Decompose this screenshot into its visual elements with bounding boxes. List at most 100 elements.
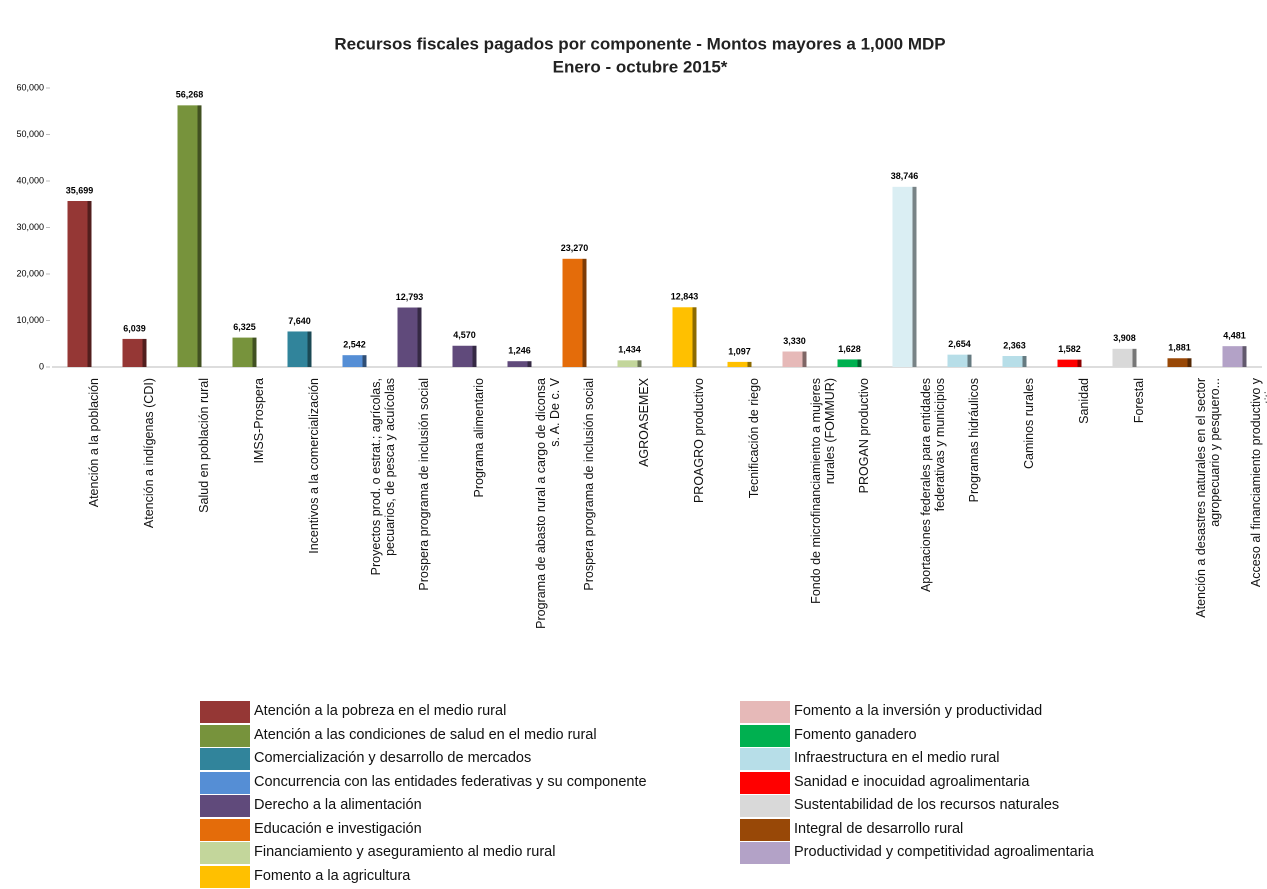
x-tick-label: Atención a desastres naturales en el sec… [1193,378,1222,618]
legend-swatch [740,795,790,817]
legend-label: Productividad y competitividad agroalime… [794,844,1094,860]
bar-side [802,351,807,367]
y-tick-label: 0 [39,361,44,371]
value-label: 3,908 [1113,333,1136,343]
bar-side [637,360,642,367]
legend-swatch [200,771,250,794]
value-label: 6,325 [233,322,256,332]
value-label: 2,654 [948,339,971,349]
bar-side [362,355,367,367]
x-tick-label: Salud en población rural [196,378,211,513]
x-tick-label: Programas hidráulicos [966,378,981,503]
legend-label: Sanidad e inocuidad agroalimentaria [794,773,1030,790]
bar-side [307,331,312,367]
legend-label: Fomento a la agricultura [254,867,411,884]
legend-label: Derecho a la alimentación [254,797,422,813]
bar [67,200,88,367]
value-label: 12,843 [671,292,699,302]
x-tick-label: Tecnificación de riego [746,378,761,499]
bar-side [527,361,532,367]
legend-label: Infraestructura en el medio rural [794,750,1000,766]
bar-side [967,354,972,367]
bar [287,331,308,367]
legend-swatch [740,818,790,841]
bar-side [472,345,477,367]
legend-swatch [200,724,250,747]
x-tick-label: Prospera programa de inclusión social [581,378,596,591]
bar [1167,358,1188,367]
legend-swatch [200,842,250,864]
y-tick-label: 10,000 [16,315,44,325]
value-label: 1,434 [618,345,641,355]
bar-side [912,186,917,367]
bar-side [142,338,147,367]
legend-label: Comercialización y desarrollo de mercado… [254,750,532,766]
bar-side [1132,348,1137,367]
legend-label: Financiamiento y aseguramiento al medio … [254,844,556,860]
value-label: 2,542 [343,340,366,350]
legend-label: Atención a la pobreza en el medio rural [254,703,507,719]
y-tick-label: 50,000 [16,129,44,139]
x-tick-label: PROAGRO productivo [691,378,706,504]
bar [617,360,638,367]
bar [122,338,143,367]
value-label: 7,640 [288,316,311,326]
chart-title: Recursos fiscales pagados por componente… [334,34,945,53]
legend-swatch [200,795,250,817]
x-tick-label: Forestal [1131,378,1146,424]
x-tick-label: Caminos rurales [1021,378,1036,470]
x-tick-label: Atención a indígenas (CDI) [141,378,156,529]
bar-side [1187,358,1192,367]
bar [727,361,748,367]
x-tick-label: PROGAN productivo [856,378,871,494]
bar [232,337,253,367]
chart-subtitle: Enero - octubre 2015* [553,57,728,76]
bar [452,345,473,367]
bar [672,307,693,367]
value-label: 56,268 [176,90,204,100]
x-tick-label: Proyectos prod. o estrat.; agrícolas, pe… [368,378,397,576]
value-label: 1,582 [1058,344,1081,354]
legend-label: Fomento a la inversión y productividad [794,703,1043,719]
bar [397,307,418,367]
bar-side [692,307,697,367]
value-label: 12,793 [396,292,424,302]
bar-side [197,105,202,368]
legend-swatch [740,724,790,747]
value-label: 1,881 [1168,343,1191,353]
legend-label: Fomento ganadero [794,726,917,743]
legend-swatch [740,771,790,794]
legend-swatch [200,865,250,888]
legend-label: Concurrencia con las entidades federativ… [254,773,647,790]
bar-side [87,200,92,367]
bar-side [1022,356,1027,367]
value-label: 1,246 [508,346,531,356]
value-label: 35,699 [66,185,94,195]
bar-side [582,258,587,367]
legend-label: Educación e investigación [254,820,422,837]
x-tick-label: Sanidad [1076,378,1091,424]
bar-side [1077,359,1082,367]
y-tick-label: 60,000 [16,82,44,92]
bar [837,359,858,367]
x-tick-label: Programa de abasto rural a cargo de dico… [533,378,562,629]
y-tick-label: 20,000 [16,268,44,278]
value-label: 6,039 [123,323,146,333]
x-tick-label: AGROASEMEX [636,378,651,467]
x-tick-label: Acceso al financiamiento productivo y co… [1248,378,1267,588]
x-tick-label: Atención a la población [86,378,101,508]
legend-swatch [740,701,790,723]
value-label: 23,270 [561,243,589,253]
x-tick-label: Fondo de microfinanciamiento a mujeres r… [808,378,837,604]
bar-side [857,359,862,367]
bar-side [747,361,752,367]
legend-label: Atención a las condiciones de salud en e… [254,726,597,743]
x-tick-label: Programa alimentario [471,378,486,498]
bar [1057,359,1078,367]
bar-side [252,337,257,367]
legend-swatch [200,701,250,723]
value-label: 1,097 [728,346,751,356]
bar [342,355,363,367]
